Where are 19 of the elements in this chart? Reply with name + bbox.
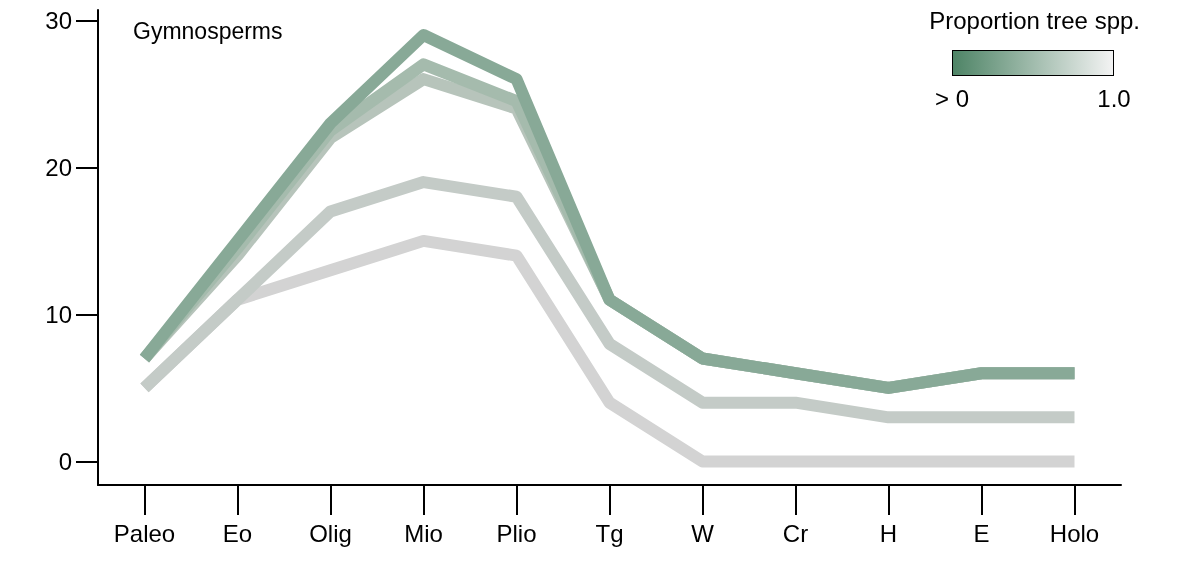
x-tick-label: Mio [404,519,443,547]
x-tick-label: Eo [222,519,253,547]
x-tick-label: Paleo [113,519,176,547]
color-bar-title: Proportion tree spp. [929,6,1141,34]
x-tick-label: E [973,519,990,547]
x-tick-label: Olig [309,519,352,547]
x-tick-label: Tg [595,519,624,547]
x-tick-label: Cr [782,519,809,547]
annotation: 1.0 [1097,84,1131,112]
y-tick-label: 10 [45,300,72,328]
y-tick-label: 0 [58,447,72,475]
y-tick-label: 30 [45,6,72,34]
x-tick-label: H [879,519,898,547]
chart-title: Gymnosperms [133,17,283,44]
x-tick-label: Holo [1049,519,1100,547]
y-tick-label: 20 [45,153,72,181]
x-tick-label: W [691,519,715,547]
annotation: > 0 [934,84,970,112]
x-tick-label: Plio [496,519,537,547]
